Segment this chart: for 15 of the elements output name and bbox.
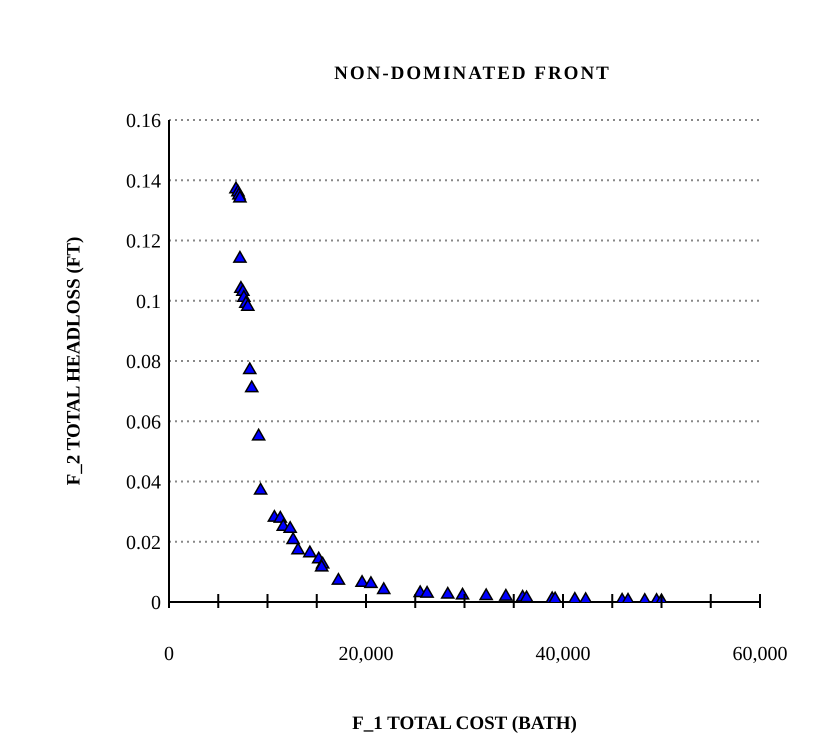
x-axis-title: F_1 TOTAL COST (BATH) xyxy=(352,713,577,734)
x-tick-label: 20,000 xyxy=(338,643,394,665)
y-tick-label: 0.02 xyxy=(126,532,161,554)
y-tick-label: 0.12 xyxy=(126,230,161,253)
y-axis-title: F_2 TOTAL HEADLOSS (FT) xyxy=(64,236,85,486)
y-tick-label: 0.1 xyxy=(136,290,161,313)
x-tick-label: 60,000 xyxy=(732,643,788,665)
y-tick-label: 0 xyxy=(151,592,161,614)
y-tick-label: 0.14 xyxy=(126,170,161,192)
y-tick-label: 0.04 xyxy=(126,472,161,494)
y-tick-label: 0.08 xyxy=(126,351,161,374)
y-tick-label: 0.16 xyxy=(126,110,161,132)
y-tick-label: 0.06 xyxy=(126,411,161,434)
chart-title: NON-DOMINATED FRONT xyxy=(333,63,612,85)
x-tick-label: 40,000 xyxy=(536,643,590,665)
